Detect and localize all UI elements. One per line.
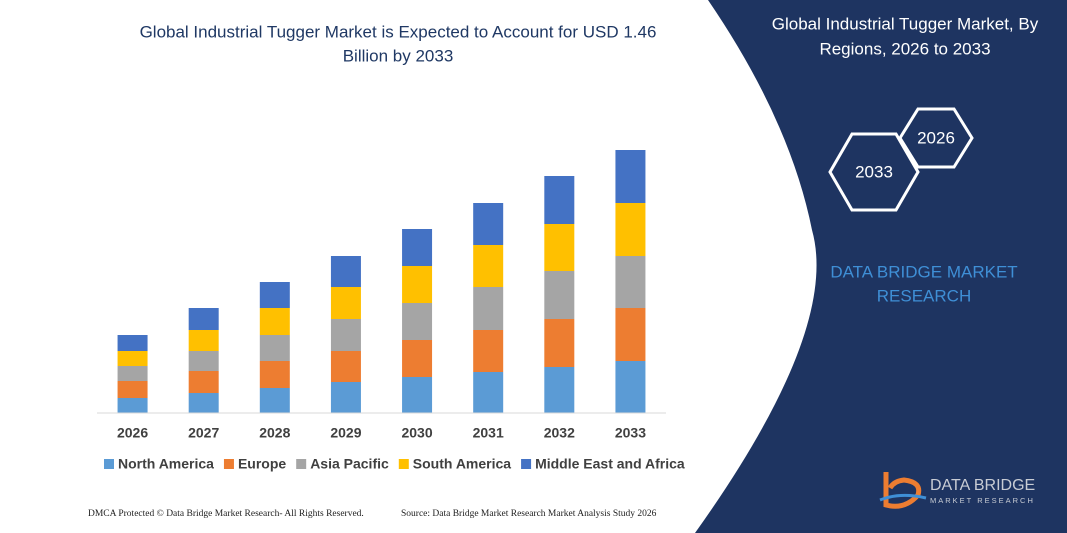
bar-segment: [544, 367, 575, 413]
chart-title: Global Industrial Tugger Market is Expec…: [140, 22, 657, 41]
bar-segment: [473, 330, 504, 372]
bar-segment: [402, 229, 433, 266]
bar-segment: [473, 287, 504, 330]
bar-segment: [259, 361, 290, 388]
legend-swatch: [398, 459, 409, 469]
bar-segment: [544, 224, 575, 271]
logo-icon: [883, 472, 922, 509]
legend-label: North America: [118, 456, 214, 472]
footer-left: DMCA Protected © Data Bridge Market Rese…: [88, 508, 364, 519]
x-tick-label: 2032: [544, 425, 575, 441]
bar-segment: [473, 372, 504, 413]
bar-segment: [330, 287, 361, 319]
legend-label: Middle East and Africa: [535, 456, 685, 472]
chart-title: Billion by 2033: [343, 46, 454, 65]
bar-segment: [473, 245, 504, 287]
bar-segment: [259, 335, 290, 361]
bar-segment: [330, 256, 361, 287]
logo-icon: [879, 493, 927, 502]
side-panel: [695, 0, 1067, 533]
hex-label: 2033: [855, 162, 893, 181]
legend-label: South America: [413, 456, 511, 472]
bar-segment: [402, 377, 433, 413]
bar-segment: [188, 371, 219, 393]
bar-segment: [473, 203, 504, 245]
bar-segment: [188, 351, 219, 371]
bar-segment: [544, 319, 575, 367]
x-tick-label: 2026: [117, 425, 148, 441]
bar-segment: [330, 319, 361, 351]
bar-segment: [544, 176, 575, 224]
legend-swatch: [104, 459, 114, 469]
x-tick-label: 2027: [188, 425, 219, 441]
bar-segment: [402, 303, 433, 340]
bar-segment: [259, 282, 290, 308]
bar-segment: [188, 330, 219, 351]
x-tick-label: 2028: [259, 425, 290, 441]
bar-segment: [117, 351, 148, 366]
bar-segment: [117, 381, 148, 398]
bar-segment: [544, 271, 575, 319]
x-tick-label: 2030: [401, 425, 432, 441]
legend-label: Asia Pacific: [310, 456, 389, 472]
panel-title: Regions, 2026 to 2033: [819, 39, 990, 58]
x-tick-label: 2033: [615, 425, 646, 441]
x-tick-label: 2029: [330, 425, 361, 441]
bar-segment: [615, 308, 646, 361]
bar-segment: [615, 256, 646, 308]
bar-segment: [402, 266, 433, 303]
legend-swatch: [296, 459, 307, 469]
x-tick-label: 2031: [473, 425, 504, 441]
brand-text: DATA BRIDGE MARKET: [830, 262, 1017, 281]
brand-text: RESEARCH: [877, 286, 971, 305]
hexagon: [828, 132, 920, 212]
logo-tagline: MARKET RESEARCH: [930, 496, 1035, 505]
bar-segment: [117, 335, 148, 351]
bar-segment: [188, 308, 219, 330]
bar-segment: [188, 393, 219, 413]
panel-title: Global Industrial Tugger Market, By: [772, 14, 1039, 33]
bar-segment: [330, 351, 361, 382]
bar-segment: [330, 382, 361, 413]
footer-right: Source: Data Bridge Market Research Mark…: [401, 509, 657, 519]
legend-swatch: [521, 459, 532, 469]
bar-segment: [615, 203, 646, 256]
bar-segment: [259, 308, 290, 335]
bar-segment: [402, 340, 433, 377]
legend-swatch: [223, 459, 234, 469]
bar-segment: [117, 366, 148, 381]
bar-segment: [615, 361, 646, 413]
logo-name: DATA BRIDGE: [930, 477, 1035, 494]
bar-segment: [117, 398, 148, 413]
legend-label: Europe: [238, 456, 286, 472]
bar-segment: [615, 150, 646, 203]
bar-segment: [259, 388, 290, 413]
hex-label: 2026: [917, 128, 955, 147]
